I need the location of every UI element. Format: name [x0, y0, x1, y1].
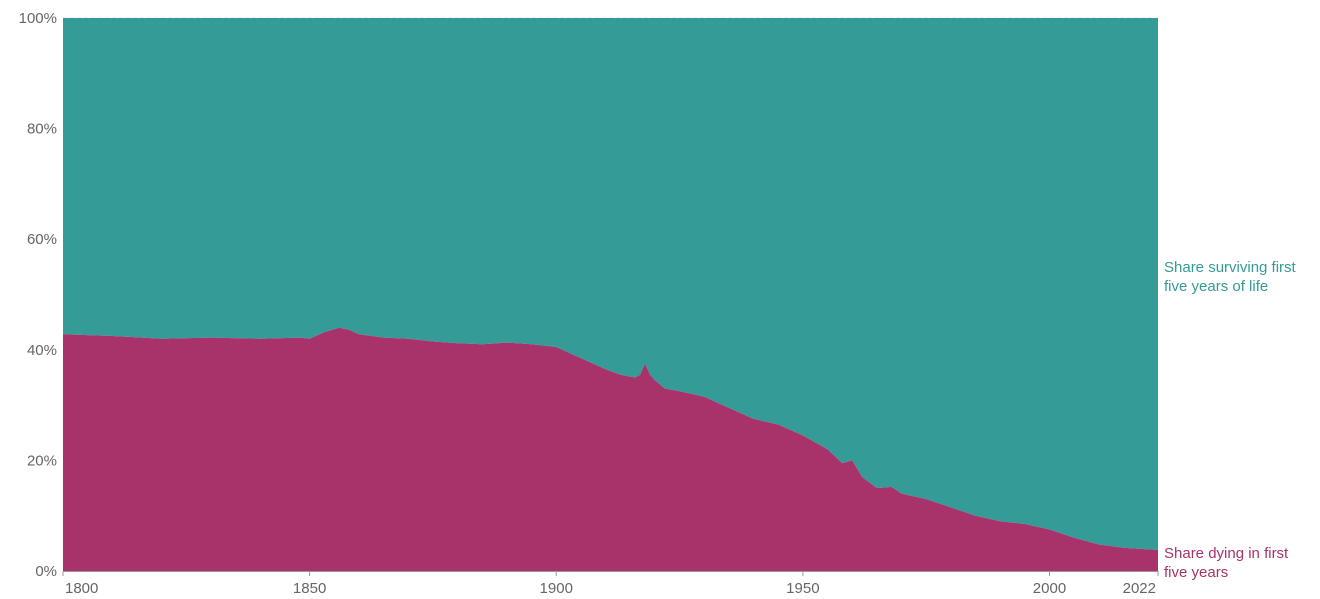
area-share-surviving[interactable]: [63, 18, 1158, 550]
area-layer: [63, 18, 1158, 571]
series-label-dying-line-2: five years: [1164, 564, 1228, 581]
series-label-surviving-line-1: Share surviving first: [1164, 259, 1297, 276]
y-tick-label: 60%: [27, 231, 57, 248]
x-tick-labels: 1800 1850 1900 1950 2000 2022: [62, 571, 1159, 597]
area-share-dying[interactable]: [63, 327, 1158, 571]
x-tick-label: 1900: [540, 580, 573, 597]
x-tick-label: 1850: [293, 580, 326, 597]
y-tick-label: 80%: [27, 121, 57, 138]
x-tick-label: 1800: [65, 580, 98, 597]
x-tick-label: 2000: [1033, 580, 1066, 597]
x-tick-label: 2022: [1123, 580, 1156, 597]
series-label-dying-line-1: Share dying in first: [1164, 545, 1289, 562]
y-tick-label: 40%: [27, 342, 57, 359]
series-label-dying: Share dying in first five years: [1164, 545, 1292, 581]
x-tick-label: 1950: [786, 580, 819, 597]
series-label-surviving-line-2: five years of life: [1164, 278, 1268, 295]
y-tick-label: 0%: [35, 563, 57, 580]
y-tick-label: 100%: [19, 10, 57, 27]
series-label-surviving: Share surviving first five years of life: [1164, 259, 1300, 295]
series-labels: Share surviving first five years of life…: [1164, 259, 1300, 581]
y-tick-label: 20%: [27, 452, 57, 469]
y-tick-labels: 0% 20% 40% 60% 80% 100%: [19, 10, 57, 580]
